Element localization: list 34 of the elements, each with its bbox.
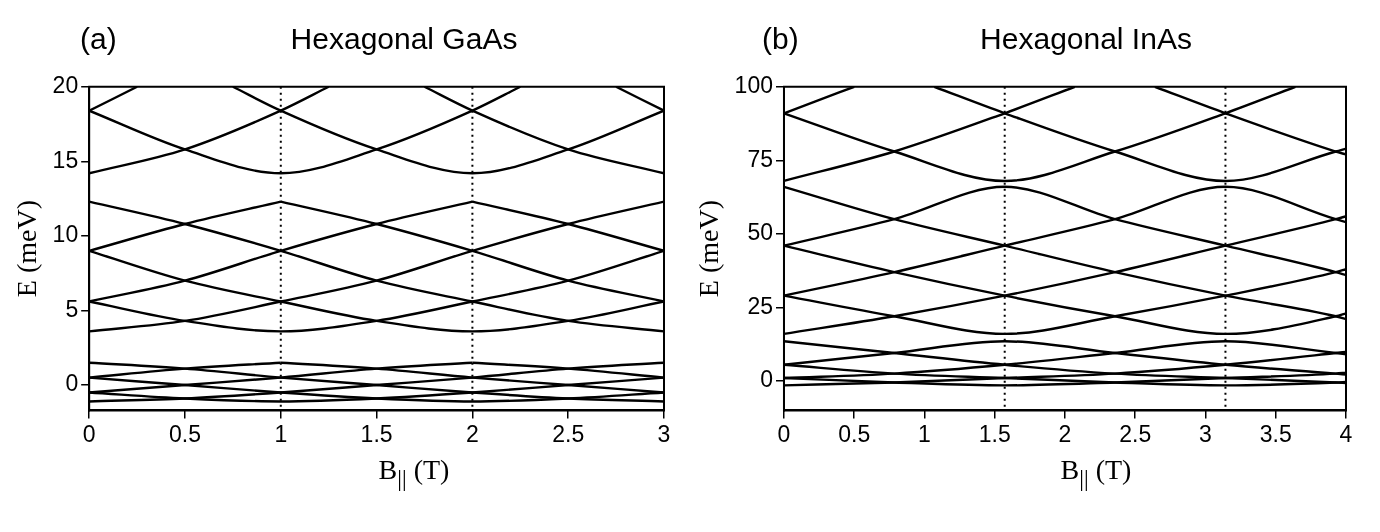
y-tick-label: 25 [747,292,773,319]
y-tick-label: 10 [52,221,79,248]
y-tick-label: 50 [747,219,773,246]
x-tick-label: 0.5 [168,420,201,447]
x-tick-label: 1 [274,420,288,447]
x-tick-label: 2 [466,420,479,447]
x-tick-label: 4 [1339,420,1353,447]
x-tick-label: 0 [82,420,96,447]
x-axis-title: B$_{||}$ (T) [377,454,451,492]
x-tick-label: 3 [1199,420,1212,447]
chart-title: Hexagonal InAs [979,22,1193,56]
y-axis-title: E (meV) [693,200,725,298]
y-axis-title: E (meV) [11,200,43,298]
x-tick-label: 2.5 [552,420,585,447]
x-tick-label: 3 [657,420,671,447]
y-tick-label: 15 [52,146,79,173]
y-tick-label: 0 [760,366,773,393]
x-tick-label: 2.5 [1119,420,1152,447]
text: (a) [80,22,117,56]
text: (b) [762,22,799,56]
x-tick-label: 1 [918,420,931,447]
y-tick-label: 5 [65,295,79,322]
x-tick-label: 1.5 [360,420,393,447]
y-tick-label: 20 [52,72,79,99]
x-tick-label: 3.5 [1259,420,1292,447]
x-tick-label: 2 [1058,420,1072,447]
chart-title: Hexagonal GaAs [289,22,519,56]
y-tick-label: 75 [747,145,773,172]
y-tick-label: 0 [65,370,79,397]
y-tick-label: 100 [734,72,773,99]
x-tick-label: 0.5 [838,420,871,447]
x-tick-label: 1.5 [978,420,1011,447]
x-tick-label: 0 [777,420,791,447]
x-axis-title: B$_{||}$ (T) [1059,454,1133,492]
